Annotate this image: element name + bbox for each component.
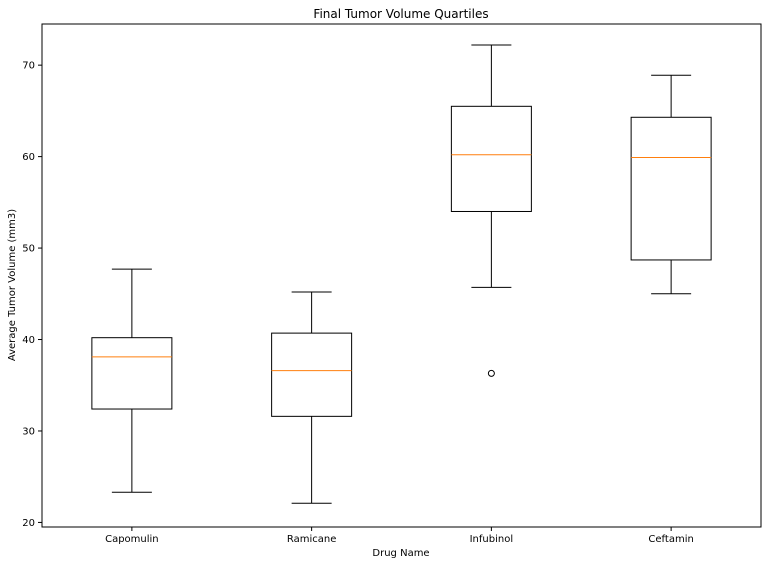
y-tick-label: 30 xyxy=(22,426,35,437)
x-tick-label: Capomulin xyxy=(105,534,159,545)
y-tick-label: 70 xyxy=(22,61,35,72)
x-tick-label: Infubinol xyxy=(470,534,514,545)
chart-title: Final Tumor Volume Quartiles xyxy=(313,7,488,21)
x-axis-label: Drug Name xyxy=(372,548,429,559)
y-tick-label: 60 xyxy=(22,152,35,163)
x-tick-label: Ramicane xyxy=(287,534,337,545)
x-tick-label: Ceftamin xyxy=(648,534,693,545)
y-tick-label: 20 xyxy=(22,518,35,529)
y-tick-label: 50 xyxy=(22,244,35,255)
y-axis-label: Average Tumor Volume (mm3) xyxy=(7,209,18,361)
y-tick-label: 40 xyxy=(22,335,35,346)
